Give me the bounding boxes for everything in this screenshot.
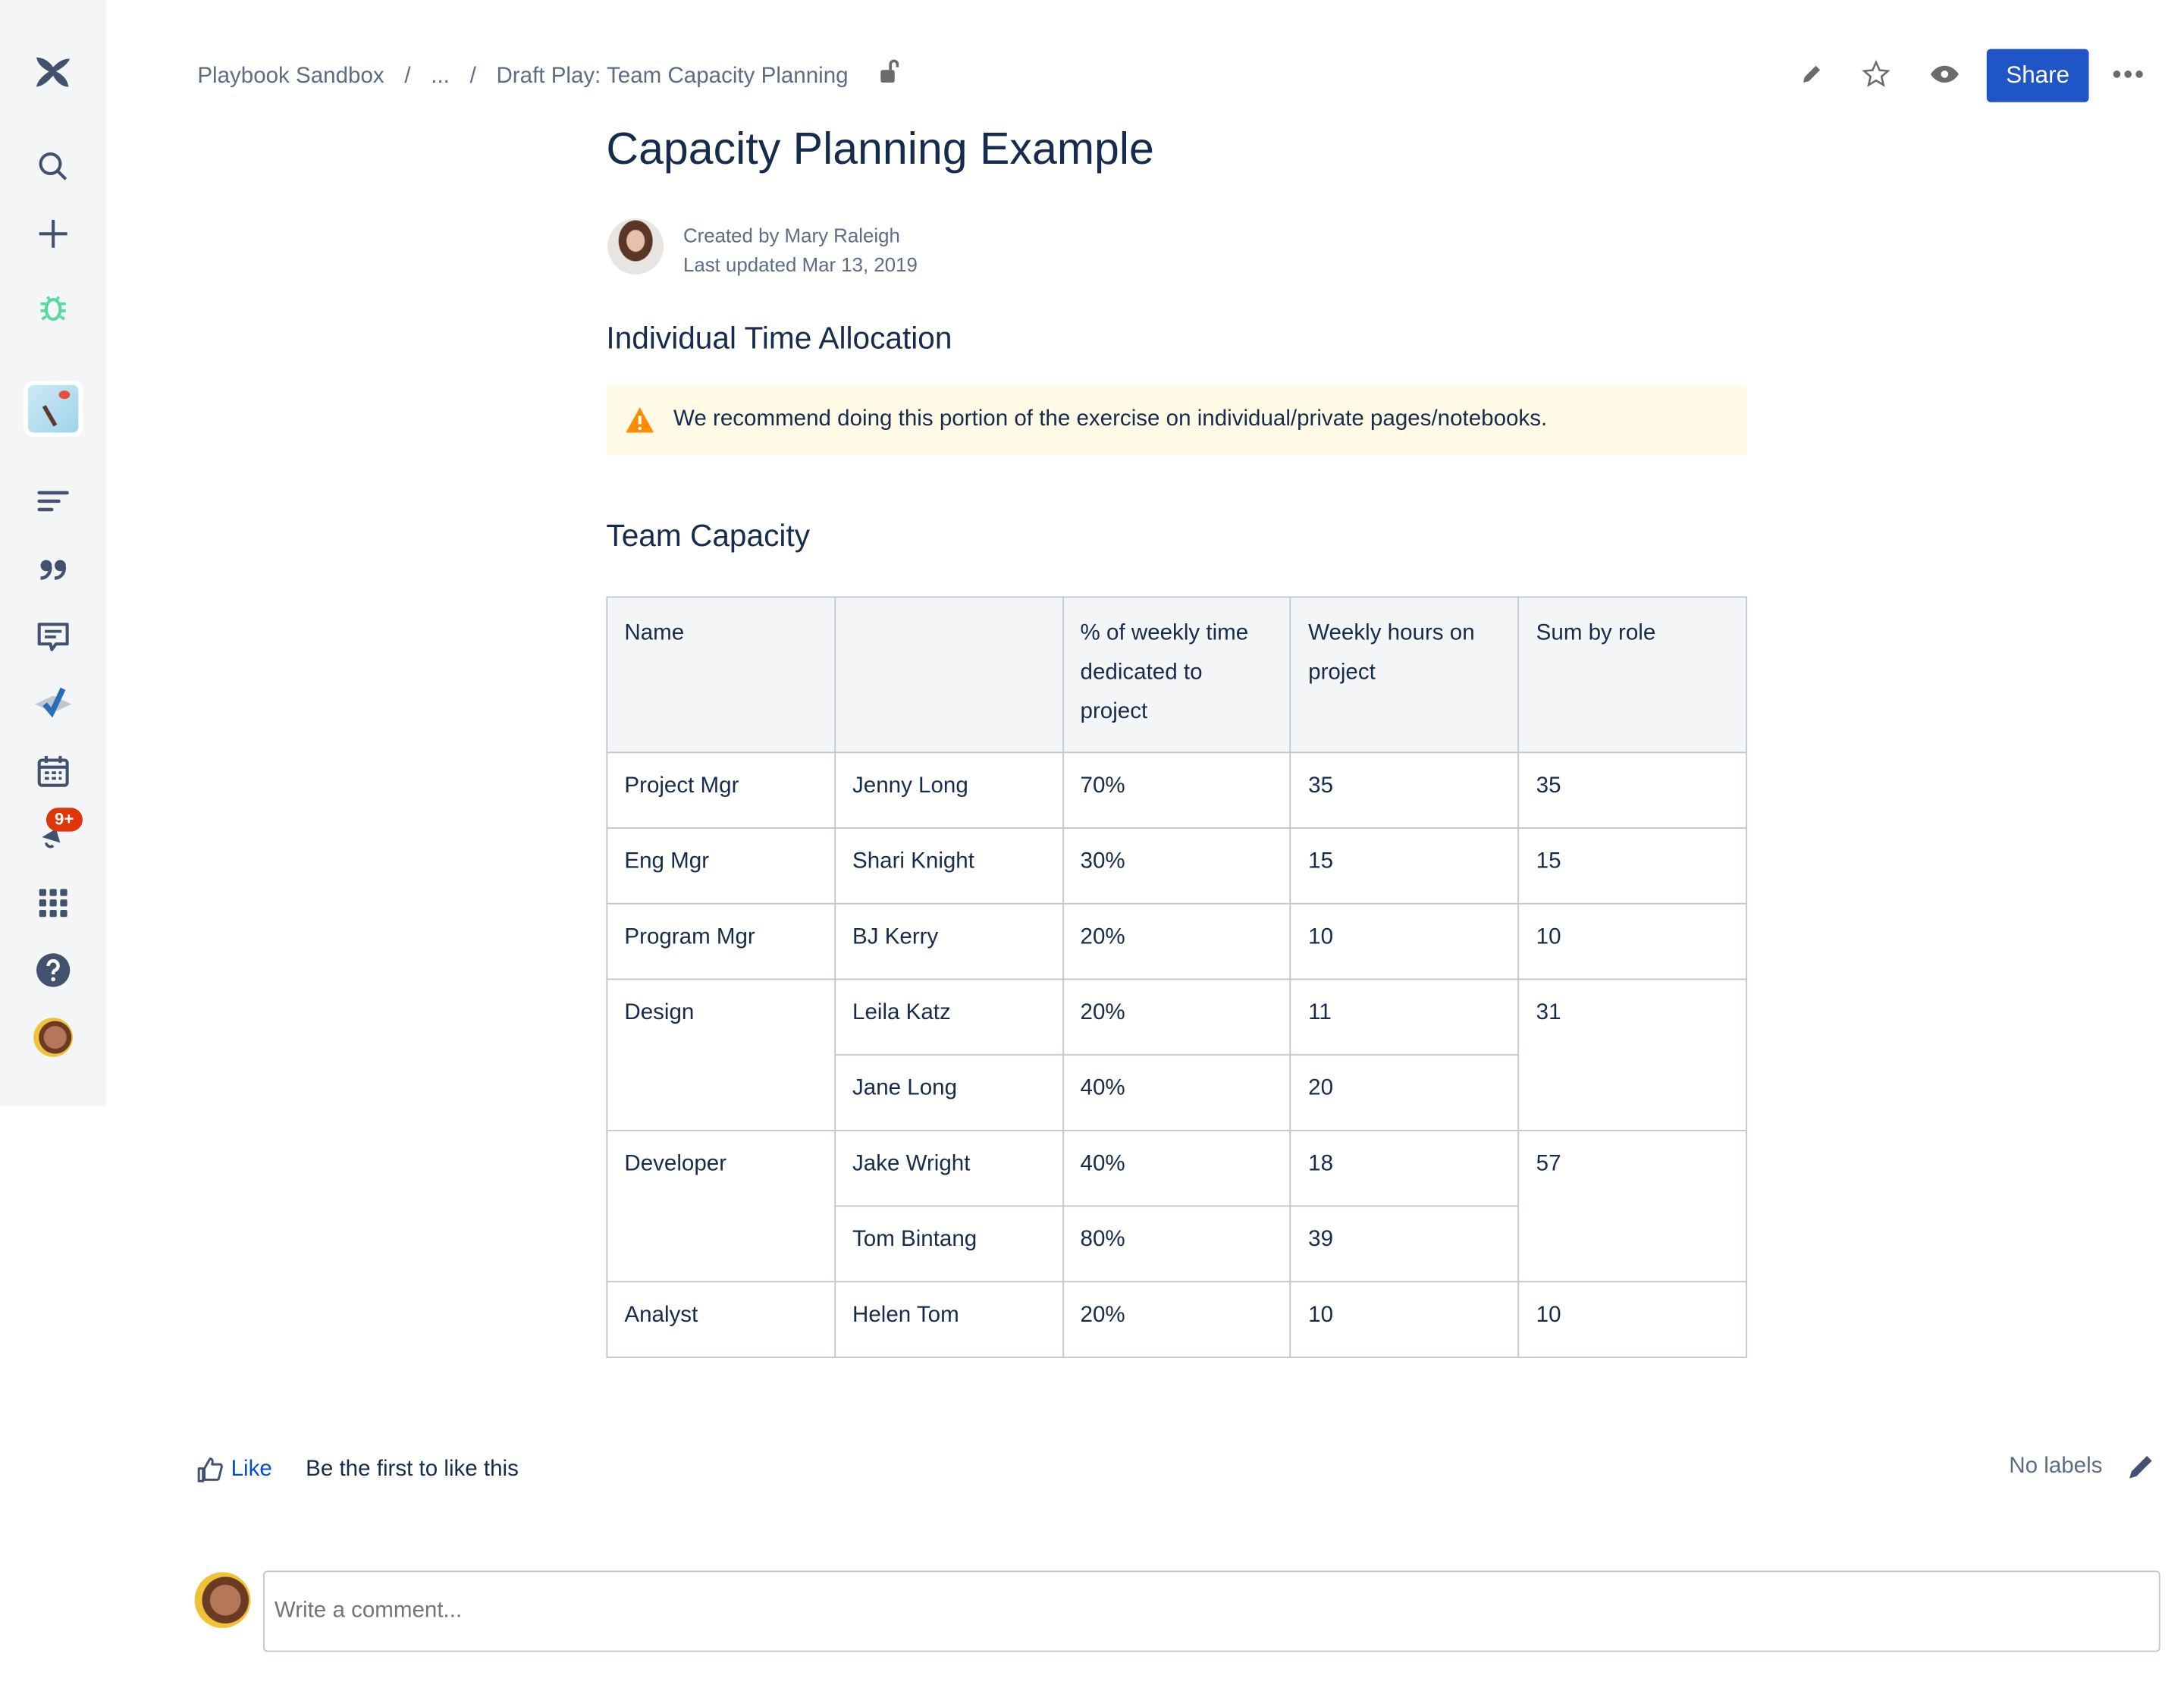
more-actions-icon[interactable]	[2110, 56, 2146, 93]
role-cell: Project Mgr	[606, 751, 836, 829]
warning-panel: We recommend doing this portion of the e…	[606, 386, 1748, 456]
team-capacity-table: Name % of weekly time dedicated to proje…	[606, 596, 1748, 1358]
notifications-icon[interactable]	[25, 816, 81, 858]
section-heading: Team Capacity	[606, 518, 811, 554]
unlock-icon[interactable]	[880, 59, 899, 84]
role-cell: Analyst	[606, 1281, 836, 1358]
star-icon[interactable]	[1858, 56, 1894, 93]
breadcrumb: Playbook Sandbox / ... / Draft Play: Tea…	[197, 59, 899, 90]
space-avatar[interactable]	[24, 381, 83, 438]
hours-cell: 18	[1290, 1129, 1520, 1207]
quote-icon[interactable]	[25, 549, 81, 591]
comment-input[interactable]	[263, 1570, 2160, 1652]
header-cell: % of weekly time dedicated to project	[1062, 596, 1292, 754]
name-cell: BJ Kerry	[834, 902, 1064, 980]
sum-cell: 57	[1517, 1129, 1748, 1283]
pct-cell: 40%	[1062, 1129, 1292, 1207]
pct-cell: 20%	[1062, 902, 1292, 980]
warning-icon	[626, 407, 654, 433]
thumbs-up-icon	[197, 1457, 223, 1482]
header-cell	[834, 596, 1064, 754]
check-icon[interactable]	[25, 683, 81, 725]
table-row: Eng Mgr Shari Knight 30% 15 15	[606, 827, 1748, 905]
help-icon[interactable]	[25, 949, 81, 991]
watch-icon[interactable]	[1926, 56, 1963, 93]
table-row: Design Leila Katz 20% 11 31	[606, 978, 1748, 1131]
like-status: Be the first to like this	[306, 1457, 519, 1482]
name-cell: Helen Tom	[834, 1281, 1064, 1358]
comment-icon[interactable]	[25, 616, 81, 657]
share-button[interactable]: Share	[1986, 49, 2089, 102]
sum-cell: 35	[1517, 751, 1748, 829]
like-button[interactable]: Like	[196, 1456, 272, 1484]
confluence-logo[interactable]	[25, 52, 81, 93]
header-cell: Sum by role	[1517, 596, 1748, 754]
created-by: Created by Mary Raleigh	[682, 224, 900, 246]
role-cell: Design	[606, 978, 836, 1131]
sidebar: 9+	[0, 0, 107, 1106]
table-row: Program Mgr BJ Kerry 20% 10 10	[606, 902, 1748, 980]
edit-labels-icon[interactable]	[2126, 1451, 2157, 1482]
author-avatar[interactable]	[607, 218, 664, 274]
role-cell: Eng Mgr	[606, 827, 836, 905]
hours-cell: 35	[1290, 751, 1520, 829]
notification-badge: 9+	[46, 808, 83, 832]
sum-cell: 31	[1517, 978, 1748, 1131]
hours-cell: 11	[1290, 978, 1520, 1056]
sum-cell: 15	[1517, 827, 1748, 905]
sum-cell: 10	[1517, 1281, 1748, 1358]
profile-avatar[interactable]	[33, 1018, 74, 1057]
name-cell: Tom Bintang	[834, 1205, 1064, 1283]
section-heading: Individual Time Allocation	[606, 320, 952, 356]
apps-icon[interactable]	[25, 882, 81, 924]
calendar-icon[interactable]	[25, 751, 81, 792]
like-label[interactable]: Like	[231, 1457, 272, 1482]
pages-icon[interactable]	[25, 480, 81, 522]
table-header-row: Name % of weekly time dedicated to proje…	[606, 596, 1748, 754]
breadcrumb-space[interactable]: Playbook Sandbox	[197, 64, 384, 89]
name-cell: Leila Katz	[834, 978, 1064, 1056]
name-cell: Jake Wright	[834, 1129, 1064, 1207]
pct-cell: 20%	[1062, 978, 1292, 1056]
name-cell: Jenny Long	[834, 751, 1064, 829]
last-updated[interactable]: Last updated Mar 13, 2019	[682, 253, 918, 276]
table-row: Developer Jake Wright 40% 18 57	[606, 1129, 1748, 1283]
pct-cell: 40%	[1062, 1054, 1292, 1131]
sum-cell: 10	[1517, 902, 1748, 980]
hours-cell: 15	[1290, 827, 1520, 905]
table-row: Analyst Helen Tom 20% 10 10	[606, 1281, 1748, 1358]
hours-cell: 20	[1290, 1054, 1520, 1131]
search-icon[interactable]	[25, 146, 81, 187]
breadcrumb-separator: /	[469, 64, 476, 89]
header-cell: Name	[606, 596, 836, 754]
breadcrumb-separator: /	[404, 64, 411, 89]
hours-cell: 10	[1290, 1281, 1520, 1358]
role-cell: Program Mgr	[606, 902, 836, 980]
name-cell: Shari Knight	[834, 827, 1064, 905]
page-title: Capacity Planning Example	[606, 123, 1154, 174]
role-cell: Developer	[606, 1129, 836, 1283]
labels-section: No labels	[2009, 1451, 2156, 1482]
pct-cell: 30%	[1062, 827, 1292, 905]
bug-icon[interactable]	[25, 287, 81, 328]
labels-text: No labels	[2009, 1454, 2103, 1479]
breadcrumb-ellipsis[interactable]: ...	[431, 64, 450, 89]
commenter-avatar	[194, 1572, 251, 1629]
breadcrumb-parent[interactable]: Draft Play: Team Capacity Planning	[496, 64, 849, 89]
table-row: Project Mgr Jenny Long 70% 35 35	[606, 751, 1748, 829]
header-cell: Weekly hours on project	[1290, 596, 1520, 754]
edit-icon[interactable]	[1793, 56, 1830, 93]
page-metadata: Created by Mary Raleigh Last updated Mar…	[683, 221, 918, 281]
name-cell: Jane Long	[834, 1054, 1064, 1131]
pct-cell: 80%	[1062, 1205, 1292, 1283]
hours-cell: 10	[1290, 902, 1520, 980]
table-row: Tom Bintang 80% 39	[607, 1205, 1746, 1283]
like-section: Like Be the first to like this	[196, 1456, 519, 1484]
create-icon[interactable]	[25, 213, 81, 255]
hours-cell: 39	[1290, 1205, 1520, 1283]
table-row: Jane Long 40% 20	[607, 1054, 1746, 1131]
pct-cell: 20%	[1062, 1281, 1292, 1358]
pct-cell: 70%	[1062, 751, 1292, 829]
warning-text: We recommend doing this portion of the e…	[673, 407, 1548, 431]
